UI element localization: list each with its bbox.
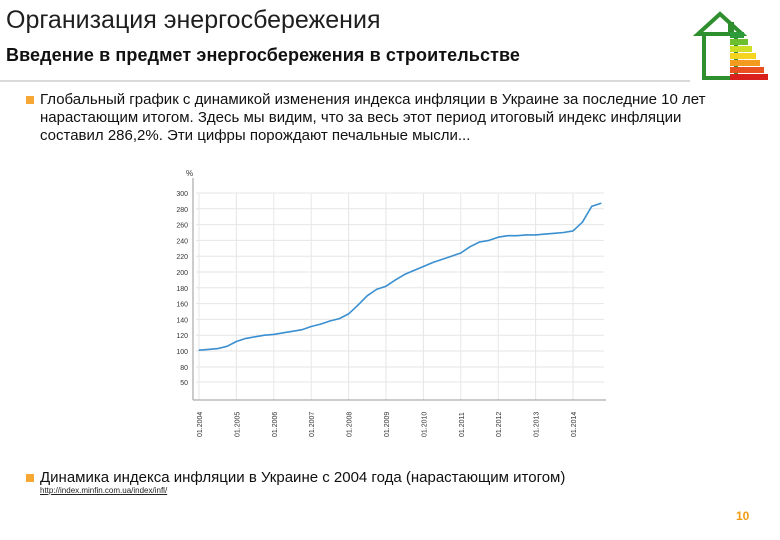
data-point <box>469 246 471 248</box>
y-tick-label: 280 <box>176 207 188 214</box>
y-axis-label: % <box>186 169 193 178</box>
data-point <box>263 334 265 336</box>
data-point <box>422 265 424 268</box>
x-axis-ticks: 01.2004 01.2005 01.2006 01.2007 01.2008 01.20… <box>197 412 578 437</box>
data-point <box>376 288 378 290</box>
data-point <box>348 313 350 315</box>
data-point <box>329 320 331 322</box>
data-point <box>217 348 219 350</box>
data-point <box>553 232 555 234</box>
data-point <box>320 323 322 325</box>
y-tick-label: 50 <box>180 380 188 387</box>
data-point <box>432 261 434 264</box>
y-tick-label: 140 <box>176 317 188 324</box>
data-point <box>310 325 312 328</box>
y-tick-label: 180 <box>176 286 188 293</box>
x-tick-label: 01.2004 <box>197 412 204 437</box>
data-point <box>460 252 462 254</box>
x-tick-label: 01.2012 <box>496 412 503 437</box>
data-point <box>516 235 518 237</box>
data-point <box>525 234 527 236</box>
x-tick-label: 01.2011 <box>459 412 466 437</box>
y-tick-label: 300 <box>176 191 188 198</box>
data-point <box>497 236 499 238</box>
x-tick-label: 01.2006 <box>272 412 279 437</box>
x-tick-label: 01.2005 <box>234 412 241 437</box>
data-point <box>226 345 228 347</box>
y-tick-label: 220 <box>176 254 188 261</box>
chart-series <box>198 202 602 351</box>
y-tick-label: 80 <box>180 365 188 372</box>
data-point <box>413 269 415 271</box>
x-tick-label: 01.2013 <box>534 412 541 437</box>
data-point <box>254 336 256 338</box>
data-point <box>291 330 294 332</box>
bullet-text-1: Глобальный график с динамикой изменения … <box>40 91 706 144</box>
slide-title: Организация энергосбережения <box>6 6 381 34</box>
header-divider <box>0 80 690 82</box>
x-tick-label: 01.2009 <box>384 412 391 437</box>
y-tick-label: 240 <box>176 238 188 245</box>
data-point <box>441 258 443 260</box>
data-point <box>507 235 509 237</box>
y-tick-label: 200 <box>176 270 188 277</box>
data-point <box>563 231 565 234</box>
data-point <box>544 233 546 235</box>
data-point <box>282 332 284 334</box>
y-tick-label: 260 <box>176 223 188 230</box>
data-point <box>338 318 340 320</box>
data-point <box>404 273 406 275</box>
data-point <box>600 202 602 204</box>
data-point <box>301 329 303 331</box>
data-point <box>591 205 593 207</box>
chart-grid <box>196 192 604 400</box>
data-point <box>357 304 359 306</box>
data-point <box>198 349 200 351</box>
page-number: 10 <box>736 509 750 523</box>
data-point <box>394 279 396 281</box>
data-point <box>488 239 490 241</box>
bullet-text-2: Динамика индекса инфляции в Украине с 20… <box>40 469 566 486</box>
data-point <box>207 348 209 350</box>
data-point <box>273 333 275 335</box>
data-point <box>581 221 584 223</box>
y-tick-label: 100 <box>176 349 188 356</box>
source-link[interactable]: http://index.minfin.com.ua/index/infl/ <box>40 486 168 495</box>
x-tick-label: 01.2014 <box>571 412 578 437</box>
series-line <box>198 202 602 351</box>
slide-subtitle: Введение в предмет энергосбережения в ст… <box>6 45 521 65</box>
data-point <box>478 241 481 243</box>
data-point <box>535 234 537 236</box>
data-point <box>572 230 574 232</box>
bullet-marker <box>26 96 34 104</box>
data-point <box>235 340 237 343</box>
x-tick-label: 01.2007 <box>309 412 316 437</box>
x-tick-label: 01.2010 <box>421 412 428 437</box>
energy-house-icon <box>692 11 768 80</box>
y-tick-label: 120 <box>176 333 188 340</box>
x-tick-label: 01.2008 <box>347 412 354 437</box>
data-point <box>385 285 387 287</box>
y-axis-ticks: 50 80 100 120 140 160 180 200 220 240 260 280 300 <box>176 191 188 387</box>
slide-header: Организация энергосбережения Введение в … <box>0 0 780 82</box>
bullet-marker <box>26 474 34 482</box>
y-tick-label: 160 <box>176 302 188 309</box>
data-point <box>366 295 368 297</box>
data-point <box>245 337 247 339</box>
data-point <box>450 255 452 257</box>
